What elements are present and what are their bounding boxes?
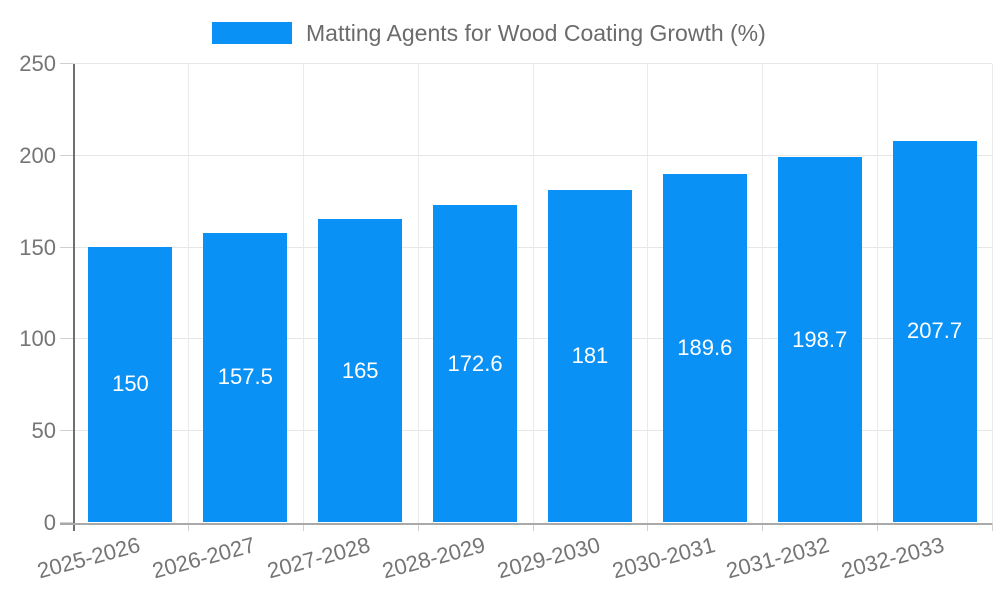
v-gridline xyxy=(762,64,764,523)
legend-swatch[interactable] xyxy=(212,22,292,44)
bar[interactable] xyxy=(777,157,862,522)
x-axis-tick-label: 2026-2027 xyxy=(149,532,258,584)
x-tick-mark xyxy=(187,523,189,531)
y-tick-mark xyxy=(60,246,73,248)
x-axis-tick-label: 2029-2030 xyxy=(494,532,603,584)
x-axis-tick-label: 2027-2028 xyxy=(264,532,373,584)
legend[interactable]: Matting Agents for Wood Coating Growth (… xyxy=(212,18,766,48)
bar-value-label: 198.7 xyxy=(792,326,848,352)
v-gridline xyxy=(187,64,189,523)
bar[interactable] xyxy=(547,189,632,522)
y-axis-tick-label: 250 xyxy=(19,51,56,76)
v-gridline xyxy=(992,64,993,523)
bar[interactable] xyxy=(892,140,977,522)
y-tick-mark xyxy=(60,430,73,432)
bar[interactable] xyxy=(318,219,403,522)
x-tick-mark xyxy=(647,523,649,531)
y-axis-line xyxy=(73,64,75,531)
y-axis-tick-label: 150 xyxy=(19,234,56,260)
h-gridline xyxy=(73,63,992,64)
y-tick-mark xyxy=(60,522,73,523)
x-tick-mark xyxy=(532,523,534,531)
x-tick-mark xyxy=(302,523,304,531)
bar-value-label: 181 xyxy=(571,342,609,368)
x-axis-tick-label: 2028-2029 xyxy=(379,532,488,584)
y-tick-mark xyxy=(60,154,73,156)
bar-value-label: 150 xyxy=(112,371,149,397)
bar-value-label: 189.6 xyxy=(677,334,733,360)
y-axis-tick-label: 50 xyxy=(31,418,56,444)
v-gridline xyxy=(647,64,649,523)
x-axis-tick-label: 2030-2031 xyxy=(609,532,718,584)
y-tick-mark xyxy=(60,338,73,340)
y-axis-tick-label: 100 xyxy=(19,326,56,352)
y-tick-mark xyxy=(60,63,73,64)
bar[interactable] xyxy=(88,246,173,522)
x-tick-mark xyxy=(877,523,879,531)
v-gridline xyxy=(532,64,534,523)
x-axis-line xyxy=(60,523,992,525)
x-tick-mark xyxy=(762,523,764,531)
x-tick-mark xyxy=(417,523,419,531)
v-gridline xyxy=(302,64,304,523)
y-axis-tick-label: 200 xyxy=(19,142,56,168)
bar[interactable] xyxy=(433,205,518,522)
bar-value-label: 172.6 xyxy=(447,350,503,376)
legend-label: Matting Agents for Wood Coating Growth (… xyxy=(306,20,766,46)
bar-value-label: 165 xyxy=(341,357,379,383)
x-axis-tick-label: 2032-2033 xyxy=(838,532,948,584)
bar[interactable] xyxy=(203,232,288,522)
x-tick-mark xyxy=(992,523,993,531)
bar[interactable] xyxy=(662,173,747,522)
bar-value-label: 157.5 xyxy=(217,364,273,390)
y-axis-tick-label: 0 xyxy=(43,510,56,535)
v-gridline xyxy=(877,64,879,523)
x-axis-tick-label: 2025-2026 xyxy=(34,532,143,584)
bar-value-label: 207.7 xyxy=(907,318,963,344)
x-axis-tick-label: 2031-2032 xyxy=(724,532,833,584)
v-gridline xyxy=(417,64,419,523)
